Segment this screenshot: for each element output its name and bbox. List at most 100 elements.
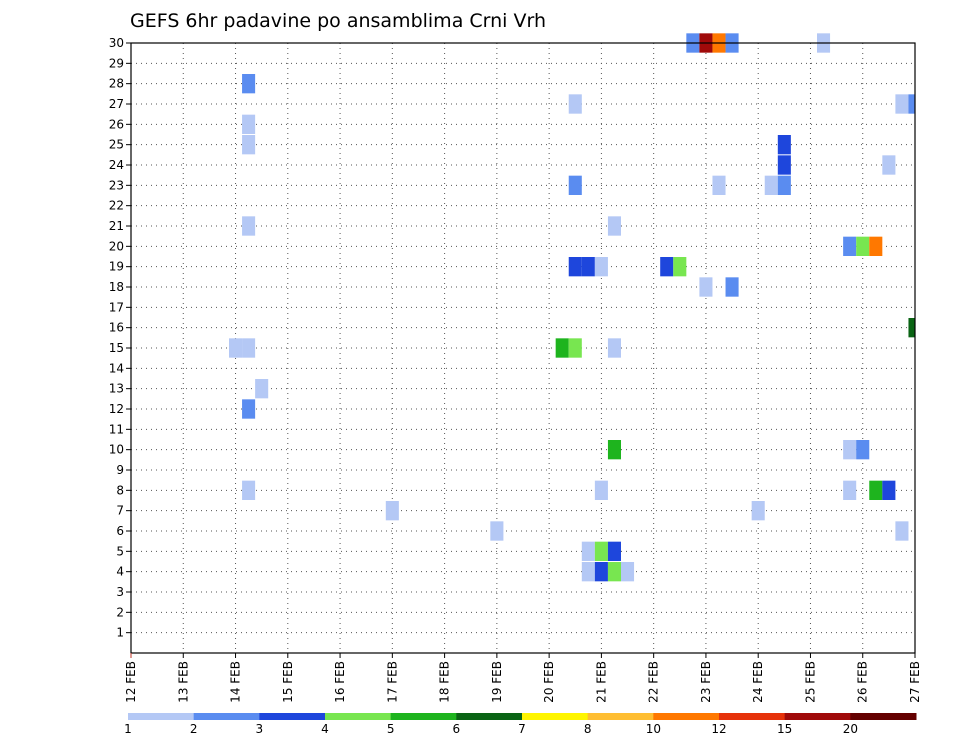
y-tick-label: 19 bbox=[109, 260, 124, 274]
data-cell bbox=[777, 155, 791, 175]
legend-label: 15 bbox=[777, 722, 792, 736]
legend-swatch bbox=[587, 713, 654, 720]
y-tick-label: 30 bbox=[109, 36, 124, 50]
y-tick-label: 5 bbox=[116, 544, 124, 558]
data-cell bbox=[895, 94, 909, 114]
legend-swatch bbox=[193, 713, 260, 720]
y-tick-label: 8 bbox=[116, 483, 124, 497]
data-cell bbox=[581, 541, 595, 561]
y-tick-label: 2 bbox=[116, 605, 124, 619]
data-cell bbox=[673, 257, 687, 277]
data-cell bbox=[242, 338, 256, 358]
data-cell bbox=[607, 562, 621, 582]
data-cells bbox=[229, 33, 915, 582]
y-tick-label: 9 bbox=[116, 463, 124, 477]
x-tick-label: 13 FEB bbox=[176, 661, 190, 703]
y-tick-label: 12 bbox=[109, 402, 124, 416]
x-tick-label: 16 FEB bbox=[333, 661, 347, 703]
y-tick-label: 17 bbox=[109, 300, 124, 314]
data-cell bbox=[594, 257, 608, 277]
data-cell bbox=[777, 175, 791, 195]
legend-label: 10 bbox=[646, 722, 661, 736]
y-tick-label: 18 bbox=[109, 280, 124, 294]
y-tick-label: 27 bbox=[109, 97, 124, 111]
data-cell bbox=[607, 440, 621, 460]
data-cell bbox=[725, 277, 739, 297]
data-cell bbox=[594, 480, 608, 500]
chart-title: GEFS 6hr padavine po ansamblima Crni Vrh bbox=[130, 10, 546, 32]
legend-swatch bbox=[128, 713, 195, 720]
x-tick-label: 25 FEB bbox=[803, 661, 817, 703]
data-cell bbox=[607, 338, 621, 358]
x-tick-label: 19 FEB bbox=[490, 661, 504, 703]
data-cell bbox=[869, 480, 883, 500]
data-cell bbox=[242, 480, 256, 500]
legend-swatch bbox=[456, 713, 523, 720]
data-cell bbox=[843, 440, 857, 460]
data-cell bbox=[869, 236, 883, 256]
data-cell bbox=[621, 562, 635, 582]
y-tick-label: 16 bbox=[109, 321, 124, 335]
data-cell bbox=[607, 216, 621, 236]
data-cell bbox=[712, 175, 726, 195]
y-tick-label: 7 bbox=[116, 504, 124, 518]
data-cell bbox=[594, 541, 608, 561]
data-cell bbox=[255, 379, 269, 399]
legend-swatch bbox=[259, 713, 326, 720]
legend-label: 1 bbox=[124, 722, 132, 736]
data-cell bbox=[581, 257, 595, 277]
data-cell bbox=[568, 338, 582, 358]
data-cell bbox=[764, 175, 778, 195]
data-cell bbox=[242, 114, 256, 134]
legend-label: 2 bbox=[190, 722, 198, 736]
legend-swatch bbox=[850, 713, 917, 720]
x-tick-label: 23 FEB bbox=[699, 661, 713, 703]
y-tick-label: 24 bbox=[109, 158, 124, 172]
x-tick-label: 20 FEB bbox=[542, 661, 556, 703]
data-cell bbox=[751, 501, 765, 521]
data-cell bbox=[660, 257, 674, 277]
data-cell bbox=[242, 74, 256, 94]
legend-swatch bbox=[522, 713, 589, 720]
y-tick-label: 26 bbox=[109, 117, 124, 131]
y-tick-label: 10 bbox=[109, 443, 124, 457]
data-cell bbox=[607, 541, 621, 561]
x-tick-label: 18 FEB bbox=[438, 661, 452, 703]
y-tick-label: 21 bbox=[109, 219, 124, 233]
legend-swatch bbox=[719, 713, 786, 720]
data-cell bbox=[882, 155, 896, 175]
y-axis: 1234567891011121314151617181920212223242… bbox=[109, 36, 131, 640]
y-tick-label: 20 bbox=[109, 239, 124, 253]
data-cell bbox=[856, 236, 870, 256]
data-cell bbox=[242, 135, 256, 155]
y-tick-label: 25 bbox=[109, 138, 124, 152]
x-tick-label: 27 FEB bbox=[908, 661, 922, 703]
data-cell bbox=[242, 399, 256, 419]
x-axis: 12 FEB 13 FEB 14 FEB 15 FEB 16 FEB 17 FEB 18 F… bbox=[124, 653, 922, 703]
y-tick-label: 14 bbox=[109, 361, 124, 375]
data-cell bbox=[699, 277, 713, 297]
x-tick-label: 21 FEB bbox=[594, 661, 608, 703]
y-tick-label: 13 bbox=[109, 382, 124, 396]
data-cell bbox=[385, 501, 399, 521]
legend-label: 4 bbox=[321, 722, 329, 736]
data-cell bbox=[242, 216, 256, 236]
legend-label: 5 bbox=[387, 722, 395, 736]
data-cell bbox=[882, 480, 896, 500]
x-tick-label: 24 FEB bbox=[751, 661, 765, 703]
y-tick-label: 28 bbox=[109, 77, 124, 91]
y-tick-label: 29 bbox=[109, 56, 124, 70]
data-cell bbox=[568, 94, 582, 114]
data-cell bbox=[843, 236, 857, 256]
legend-label: 8 bbox=[584, 722, 592, 736]
y-tick-label: 23 bbox=[109, 178, 124, 192]
data-cell bbox=[895, 521, 909, 541]
y-tick-label: 11 bbox=[109, 422, 124, 436]
x-tick-label: 15 FEB bbox=[281, 661, 295, 703]
legend-label: 20 bbox=[843, 722, 858, 736]
x-tick-label: 17 FEB bbox=[385, 661, 399, 703]
data-cell bbox=[555, 338, 569, 358]
y-tick-label: 1 bbox=[116, 626, 124, 640]
data-cell bbox=[908, 318, 915, 338]
x-tick-label: 12 FEB bbox=[124, 661, 138, 703]
